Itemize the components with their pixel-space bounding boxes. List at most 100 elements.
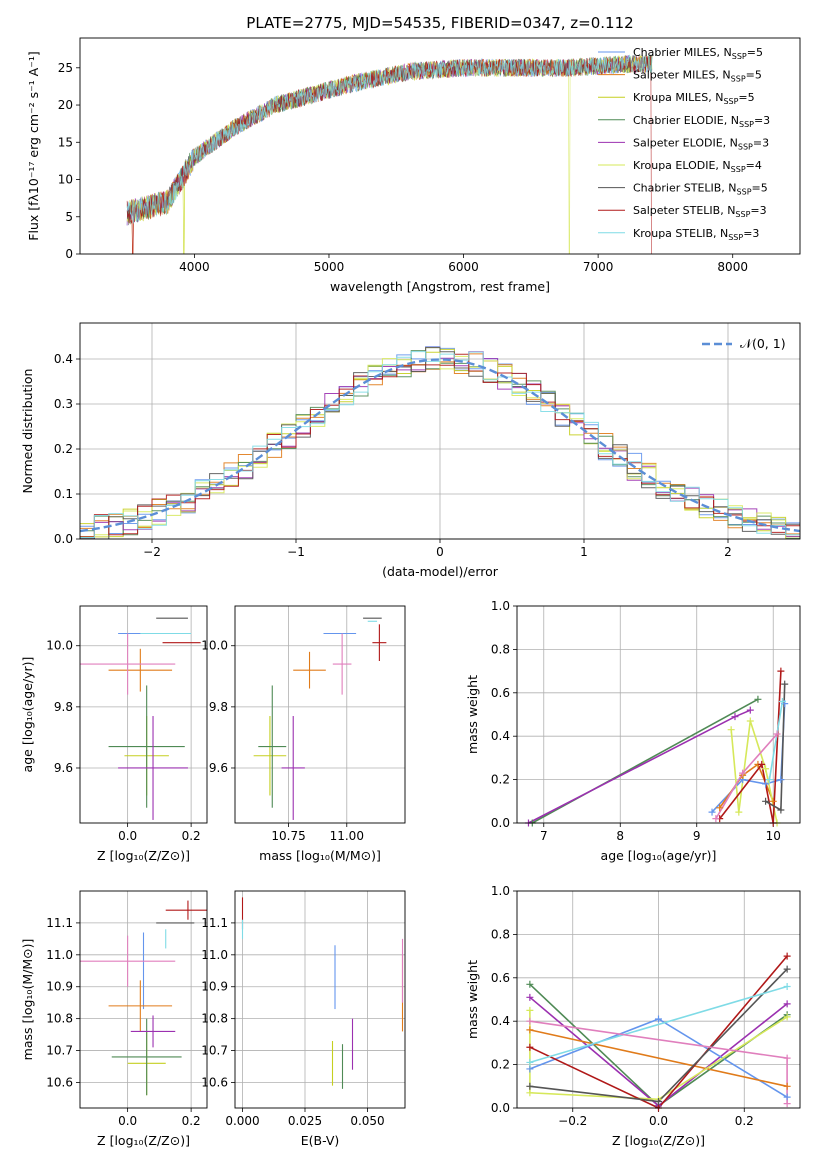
spectrum-ytick-label: 20 <box>58 98 73 112</box>
weight-vs-Z-xtick-label: −0.2 <box>558 1114 587 1128</box>
weight-vs-age-ytick-label: 0.4 <box>491 729 510 743</box>
residuals-ytick-label: 0.1 <box>54 487 73 501</box>
weight-marker <box>735 808 743 816</box>
spectrum-legend-label: Kroupa STELIB, NSSP=3 <box>633 227 759 242</box>
weight-series-line <box>529 1010 788 1101</box>
weight-marker <box>783 1082 791 1090</box>
mass-vs-EBV-ytick-label: 10.8 <box>201 1012 228 1026</box>
residuals-xtick-label: 1 <box>580 545 588 559</box>
mass-vs-EBV-xtick-label: 0.025 <box>288 1114 322 1128</box>
spectrum-legend-label: Chabrier MILES, NSSP=5 <box>633 46 763 61</box>
weight-marker <box>758 760 766 768</box>
weight-marker <box>655 1015 662 1023</box>
residuals-ytick-label: 0.4 <box>54 352 73 366</box>
mass-vs-Z-panel: 0.0 0.2 10.6 10.7 10.8 10.9 11.0 11.1 Z [log₁₀(Z… <box>20 890 208 1148</box>
weight-marker <box>526 1058 534 1066</box>
weight-vs-age-ytick-label: 0.2 <box>491 773 510 787</box>
weight-marker <box>783 1054 791 1062</box>
residuals-frame <box>79 322 801 540</box>
normal-curve <box>80 358 800 533</box>
mass-vs-Z-ytick-label: 10.7 <box>46 1044 73 1058</box>
age-vs-Z-frame <box>79 605 208 824</box>
weight-marker <box>526 1089 534 1097</box>
weight-marker <box>781 680 789 688</box>
age-vs-mass-plot-area <box>253 617 387 820</box>
age-vs-mass-frame <box>234 605 406 824</box>
age-vs-Z-ylabel: age [log₁₀(age/yr)] <box>20 657 35 773</box>
spectrum-legend-label: Kroupa ELODIE, NSSP=4 <box>633 159 762 174</box>
residuals-xtick-label: 2 <box>724 545 732 559</box>
weight-series-line <box>719 671 782 823</box>
spectrum-xlabel: wavelength [Angstrom, rest frame] <box>330 279 550 294</box>
weight-vs-Z-xlabel: Z [log₁₀(Z/Z⊙)] <box>612 1133 705 1148</box>
age-vs-Z-panel: 0.0 0.2 9.6 9.8 10.0 Z [log₁₀(Z/Z⊙)] age [log₁… <box>20 605 208 863</box>
weight-marker <box>769 797 777 805</box>
weight-vs-Z-xtick-label: 0.0 <box>649 1114 668 1128</box>
weight-vs-age-xlabel: age [log₁₀(age/yr)] <box>601 848 717 863</box>
mass-vs-Z-xtick-label: 0.0 <box>118 1114 137 1128</box>
weight-series-line <box>529 1029 788 1088</box>
weight-marker <box>762 765 770 773</box>
weight-series-line <box>768 701 784 780</box>
age-vs-mass-xtick-label: 10.75 <box>271 829 305 843</box>
mass-vs-EBV-plot-area <box>241 897 404 1089</box>
weight-vs-age-ytick-label: 0.0 <box>491 816 510 830</box>
residuals-ytick-label: 0.0 <box>54 532 73 546</box>
residuals-xtick-label: 0 <box>436 545 444 559</box>
spectrum-frame <box>79 37 801 255</box>
mass-vs-EBV-ytick-label: 11.1 <box>201 916 228 930</box>
mass-vs-Z-ytick-label: 11.0 <box>46 948 73 962</box>
residuals-xtick-label: −2 <box>143 545 161 559</box>
residuals-xtick-label: −1 <box>287 545 305 559</box>
weight-vs-age-frame <box>516 605 801 824</box>
weight-vs-Z-ytick-label: 0.6 <box>491 971 510 985</box>
residuals-ytick-label: 0.2 <box>54 442 73 456</box>
weight-vs-Z-ytick-label: 0.2 <box>491 1058 510 1072</box>
weight-marker <box>783 982 791 990</box>
weight-vs-age-xtick-label: 7 <box>540 829 548 843</box>
mass-vs-EBV-ytick-label: 10.9 <box>201 980 228 994</box>
weight-marker <box>765 776 773 784</box>
weight-series-line <box>529 955 788 1108</box>
mass-vs-Z-frame <box>79 890 208 1109</box>
weight-marker <box>783 965 791 973</box>
age-vs-mass-ytick-label: 9.8 <box>209 700 228 714</box>
mass-vs-Z-ytick-label: 11.1 <box>46 916 73 930</box>
spectrum-xtick-label: 6000 <box>448 260 479 274</box>
age-vs-Z-xtick-label: 0.0 <box>118 829 137 843</box>
age-vs-Z-xlabel: Z [log₁₀(Z/Z⊙)] <box>97 848 190 863</box>
weight-marker <box>754 695 762 703</box>
weight-series-line <box>529 985 788 1064</box>
mass-vs-Z-xlabel: Z [log₁₀(Z/Z⊙)] <box>97 1133 190 1148</box>
residual-histogram <box>80 353 800 538</box>
weight-marker <box>526 1006 534 1014</box>
spectrum-legend-label: Salpeter STELIB, NSSP=3 <box>633 204 767 219</box>
weight-marker <box>727 726 735 734</box>
age-vs-Z-plot-area <box>80 617 201 820</box>
spectrum-ytick-label: 15 <box>58 135 73 149</box>
weight-vs-age-xtick-label: 9 <box>693 829 701 843</box>
weight-marker <box>708 808 716 816</box>
weight-vs-age-panel: 7 8 9 10 0.0 0.2 0.4 0.6 0.8 1.0 age [log₁₀(age/yr… <box>465 599 801 863</box>
spectrum-plot-area <box>126 54 653 254</box>
residual-histogram <box>80 347 800 539</box>
spectrum-ytick-label: 5 <box>65 210 73 224</box>
weight-marker <box>773 730 781 738</box>
weight-marker <box>712 815 720 823</box>
age-vs-Z-ytick-label: 9.6 <box>54 761 73 775</box>
residuals-ylabel: Normed distribution <box>20 369 35 494</box>
spectrum-legend-label: Chabrier ELODIE, NSSP=3 <box>633 114 770 129</box>
residuals-xlabel: (data-model)/error <box>382 564 499 579</box>
weight-marker <box>526 993 534 1001</box>
spectrum-series-line <box>126 54 653 224</box>
weight-vs-age-ytick-label: 0.8 <box>491 642 510 656</box>
mass-vs-Z-xtick-label: 0.2 <box>182 1114 201 1128</box>
mass-vs-Z-ytick-label: 10.9 <box>46 980 73 994</box>
weight-marker <box>783 1100 791 1108</box>
age-vs-mass-panel: 10.75 11.00 9.6 9.8 10.0 mass [log₁₀(M/M⊙)] <box>201 605 406 863</box>
weight-marker <box>762 780 770 788</box>
spectrum-legend-label: Chabrier STELIB, NSSP=5 <box>633 182 768 197</box>
mass-vs-EBV-panel: 0.000 0.025 0.050 10.6 10.7 10.8 10.9 11.0 11.1 E… <box>201 890 406 1148</box>
figure-title: PLATE=2775, MJD=54535, FIBERID=0347, z=0… <box>246 14 633 32</box>
spectrum-panel: 4000 5000 6000 7000 8000 0 5 10 15 20 25 wavelength… <box>26 37 801 294</box>
